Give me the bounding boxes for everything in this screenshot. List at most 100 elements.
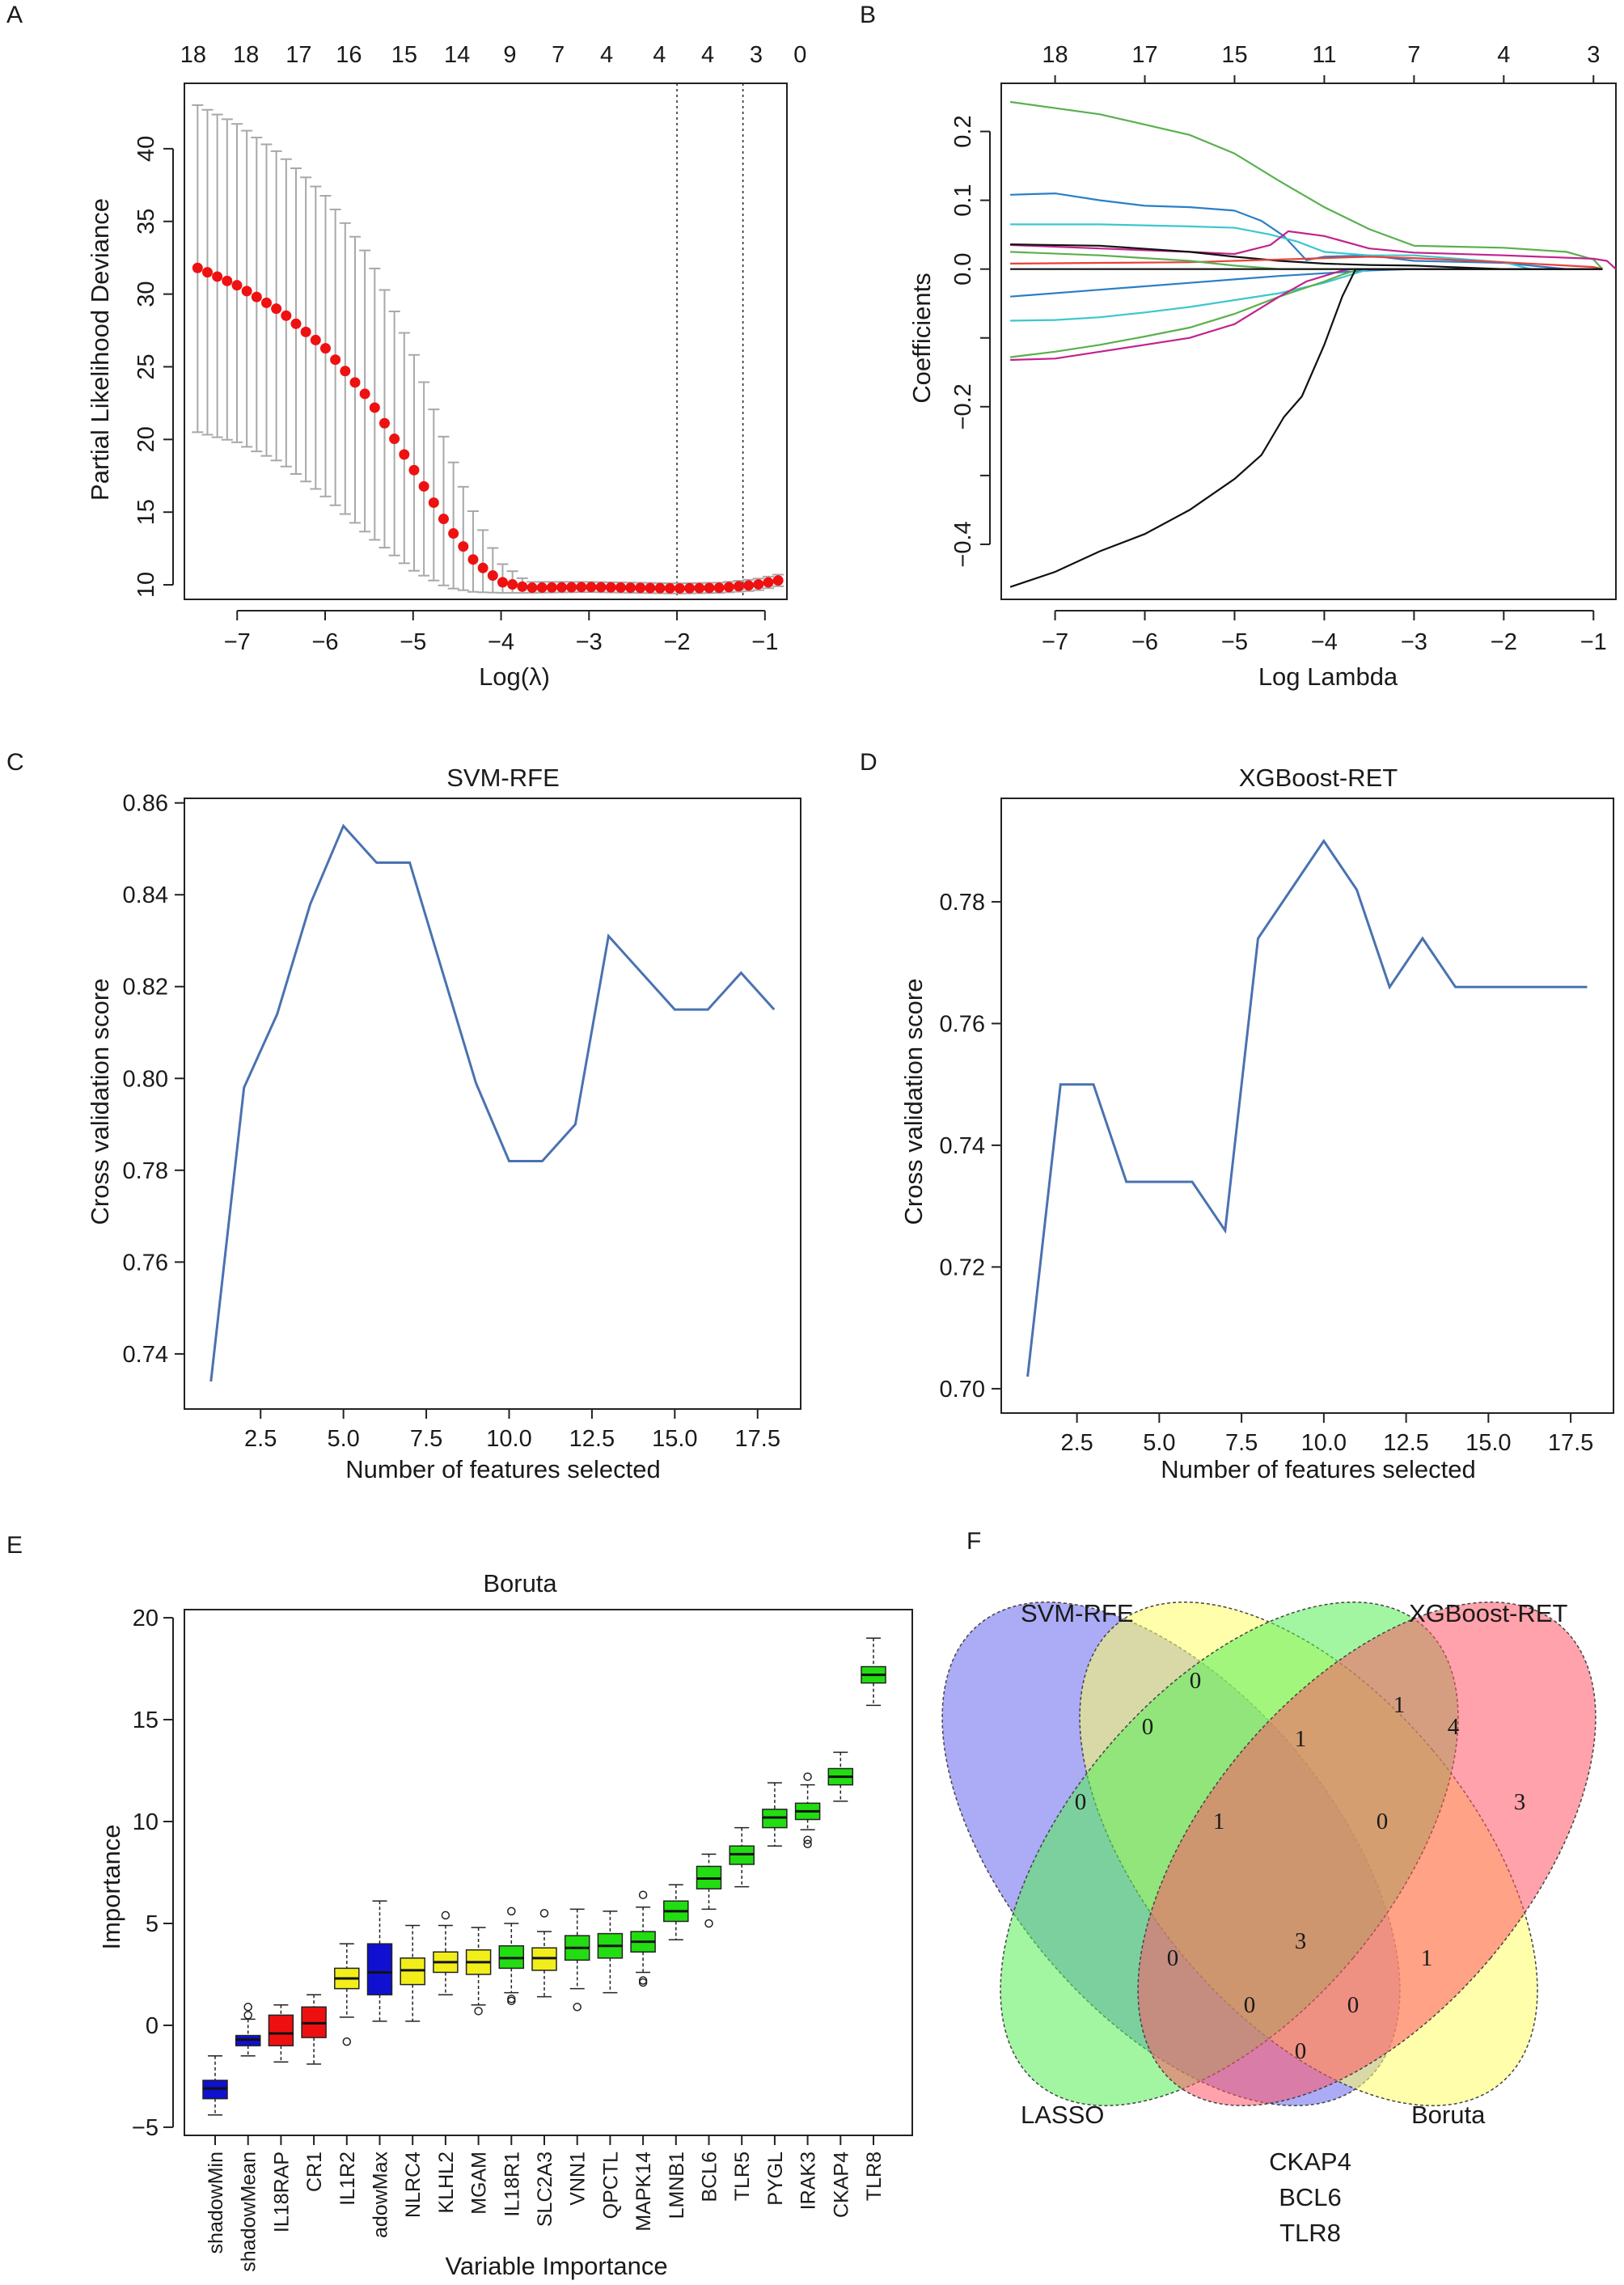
coef-path-magenta-bottom (1010, 268, 1603, 362)
venn-ellipse-boruta (1137, 1602, 1597, 2106)
axes-e: −5 0 5 10 15 20 shadowMin shadowMean IL18RAP CR1 I… (132, 1606, 886, 2272)
y-tick-label-d: 0.78 (940, 890, 985, 916)
boxplot-shadowMean (235, 2003, 261, 2057)
x-tick-label-c: 17.5 (735, 1426, 780, 1452)
y-axis-label-b: Coefficients (907, 273, 936, 403)
top-count-label-a: 14 (444, 42, 470, 68)
deviance-point (674, 582, 685, 594)
venn-count-xgb-only: 1 (1394, 1692, 1406, 1718)
category-label: PYGL (764, 2152, 787, 2206)
coef-path-blue-top (1010, 192, 1603, 270)
deviance-point (251, 291, 262, 303)
plot-frame-c (184, 798, 801, 1410)
deviance-point (192, 262, 203, 273)
marks-a (192, 83, 785, 599)
y-tick-label-a: 30 (133, 281, 159, 307)
boxplot-NLRC4 (400, 1924, 425, 2022)
panel-f: F SVM-RFE XGBoost-RET LASSO Boruta 0 1 0… (941, 1528, 1597, 2247)
y-tick-label-c: 0.86 (123, 791, 168, 817)
category-label: SLC2A3 (534, 2152, 556, 2227)
chart-title-e: Boruta (483, 1569, 557, 1597)
y-tick-label-c: 0.78 (123, 1158, 168, 1184)
y-tick-label-b: −0.2 (950, 383, 976, 429)
top-count-label-a: 16 (336, 42, 362, 68)
deviance-point (763, 577, 774, 588)
category-label: IL1R2 (336, 2152, 359, 2206)
boxplot-TLR5 (729, 1826, 755, 1888)
deviance-point (497, 577, 508, 588)
deviance-point (281, 310, 292, 321)
y-axis-label-d: Cross validation score (899, 979, 928, 1225)
venn-label-lasso: LASSO (1021, 2101, 1104, 2129)
category-label: KLHL2 (435, 2152, 458, 2213)
outlier-point (638, 1976, 648, 1985)
y-tick-label-b: −0.4 (950, 521, 976, 567)
deviance-point (536, 582, 548, 593)
venn-count-lasso-boruta: 0 (1295, 2038, 1307, 2064)
deviance-point (222, 275, 233, 286)
outlier-point (704, 1919, 713, 1928)
deviance-point (684, 582, 696, 594)
y-tick-label-c: 0.80 (123, 1066, 168, 1092)
shared-gene-1: CKAP4 (1269, 2147, 1351, 2176)
x-tick-label-a: −1 (751, 629, 778, 655)
boxplot-BCL6 (696, 1853, 722, 1928)
deviance-point (713, 582, 725, 594)
deviance-point (517, 581, 528, 592)
y-tick-label-c: 0.74 (123, 1342, 168, 1368)
deviance-point (330, 354, 341, 366)
chart-title-d: XGBoost-RET (1239, 764, 1398, 792)
outlier-point (638, 1890, 648, 1899)
top-count-label-a: 9 (503, 42, 516, 68)
deviance-point (201, 267, 213, 278)
x-tick-label-c: 7.5 (410, 1426, 442, 1452)
marks-b (1009, 100, 1617, 588)
deviance-point (271, 303, 282, 315)
deviance-point (527, 582, 538, 594)
panel-letter-b: B (860, 2, 876, 28)
top-count-label-a: 18 (233, 42, 259, 68)
marks-d (1026, 839, 1588, 1377)
deviance-point (428, 497, 439, 508)
venn-count-lasso-xgb: 0 (1167, 1945, 1179, 1971)
boxplot-IL18RAP (268, 2004, 294, 2063)
deviance-point (359, 388, 370, 400)
boxplot-CKAP4 (827, 1751, 854, 1802)
panel-a: A Log(λ) Partial Likelihood Deviance −7 −… (6, 2, 806, 691)
marks-c (209, 823, 776, 1382)
deviance-point (349, 377, 361, 388)
category-label: TLR8 (863, 2152, 886, 2201)
coef-path-black-top (1010, 243, 1603, 270)
x-tick-label-a: −3 (576, 629, 603, 655)
x-tick-label-a: −7 (224, 629, 251, 655)
boxplot-CR1 (301, 1994, 327, 2065)
deviance-point (625, 582, 636, 594)
axes-c: 2.5 5.0 7.5 10.0 12.5 15.0 17.5 0.74 0.76 0.78 0.8… (123, 791, 780, 1452)
x-tick-label-d: 17.5 (1548, 1430, 1593, 1456)
deviance-point (654, 582, 666, 594)
outlier-point (243, 2011, 252, 2020)
y-tick-label-c: 0.84 (123, 882, 168, 908)
y-tick-label-c: 0.76 (123, 1250, 168, 1276)
boxplot-SLC2A3 (531, 1909, 557, 1998)
cv-score-line-c (209, 823, 776, 1382)
top-count-label-a: 4 (653, 42, 666, 68)
category-label: BCL6 (699, 2152, 721, 2202)
venn-label-xgboost: XGBoost-RET (1409, 1599, 1567, 1627)
venn-label-svm: SVM-RFE (1021, 1599, 1134, 1627)
venn-count-svm-xgb-boruta: 0 (1377, 1809, 1389, 1834)
x-tick-label-d: 7.5 (1225, 1430, 1258, 1456)
outlier-point (507, 1994, 516, 2004)
venn-count-svm-boruta: 1 (1421, 1945, 1433, 1971)
y-tick-label-a: 15 (133, 499, 159, 525)
x-tick-label-d: 2.5 (1060, 1430, 1093, 1456)
category-label: CKAP4 (830, 2152, 852, 2218)
top-count-label-a: 4 (701, 42, 714, 68)
y-tick-label-e: 20 (133, 1606, 159, 1631)
deviance-point (487, 570, 498, 582)
x-axis-label-e: Variable Importance (445, 2252, 667, 2280)
x-axis-label-d: Number of features selected (1161, 1455, 1475, 1483)
x-axis-label-a: Log(λ) (479, 662, 550, 691)
x-tick-label-b: −3 (1401, 629, 1427, 655)
